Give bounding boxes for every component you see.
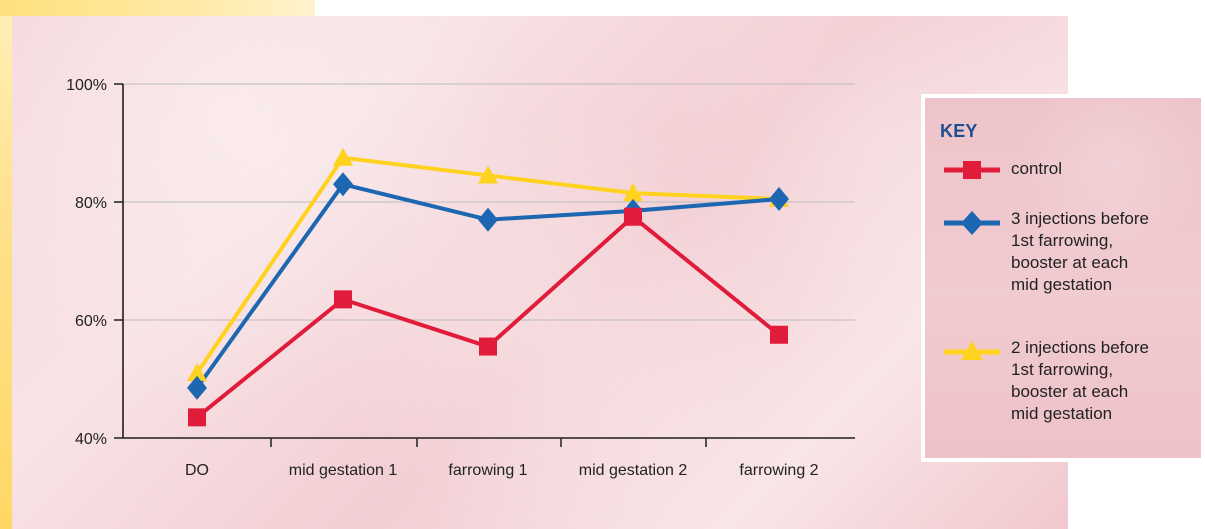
data-point-triangle [478,165,498,184]
data-point-diamond [333,172,353,197]
x-tick-label: mid gestation 2 [579,462,688,479]
data-point-square [188,408,206,427]
left-yellow-edge [0,0,12,529]
y-tick-label: 60% [75,313,107,330]
y-tick-label: 100% [66,77,107,94]
x-tick-label: DO [185,462,209,479]
legend-three-injections-label: 3 injections before 1st farrowing, boost… [1011,209,1149,294]
legend-two-injections-marker [944,341,1000,360]
tick-labels: 100% 80% 60% 40% DO mid gestation 1 farrowing … [66,77,819,479]
data-point-square [334,290,352,309]
data-point-square [624,207,642,226]
data-markers [187,147,789,427]
legend-two-injections-triangle-icon [961,341,983,360]
legend-three-injections-marker [944,211,1000,235]
legend-control-label: control [1011,159,1063,178]
data-point-triangle [623,183,643,202]
data-point-square [479,337,497,356]
series-lines [195,155,781,420]
data-point-diamond [769,187,789,212]
chart-background-panel [12,16,1068,529]
legend-box: KEY control 3 injections before 1st farr… [921,94,1205,462]
legend-title: KEY [940,121,978,141]
y-tick-label: 40% [75,431,107,448]
y-tick-label: 80% [75,195,107,212]
data-point-square [770,325,788,344]
legend-control-square-icon [963,161,981,179]
x-tick-label: mid gestation 1 [289,462,398,479]
legend-three-injections-diamond-icon [961,211,983,235]
legend-control-marker [944,161,1000,179]
legend-two-injections-label: 2 injections before 1st farrowing, boost… [1011,338,1149,423]
x-tick-label: farrowing 1 [448,462,527,479]
data-point-diamond [478,207,498,232]
data-point-diamond [187,375,207,400]
data-point-triangle [187,363,207,382]
axes [114,83,855,447]
data-point-triangle [333,147,353,166]
x-tick-label: farrowing 2 [739,462,818,479]
top-yellow-strip [0,0,315,16]
